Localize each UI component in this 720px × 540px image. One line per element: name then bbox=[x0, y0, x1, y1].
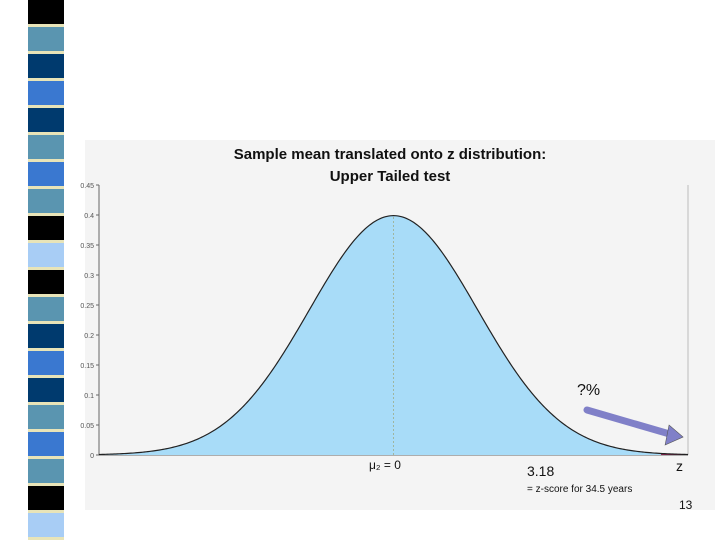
stripe-block bbox=[28, 243, 64, 270]
stripe-separator bbox=[28, 510, 64, 513]
stripe-separator bbox=[28, 24, 64, 27]
y-tick-label: 0.45 bbox=[80, 183, 94, 190]
stripe-separator bbox=[28, 402, 64, 405]
y-tick-label: 0.35 bbox=[80, 243, 94, 250]
stripe-separator bbox=[28, 321, 64, 324]
stripe-separator bbox=[28, 186, 64, 189]
stripe-block bbox=[28, 378, 64, 405]
stripe-block bbox=[28, 432, 64, 459]
stripe-separator bbox=[28, 375, 64, 378]
mean-label: μ₂ = 0 bbox=[369, 458, 401, 472]
stripe-separator bbox=[28, 159, 64, 162]
stripe-block bbox=[28, 216, 64, 243]
stripe-block bbox=[28, 189, 64, 216]
stripe-block bbox=[28, 405, 64, 432]
stripe-block bbox=[28, 459, 64, 486]
stripe-separator bbox=[28, 429, 64, 432]
page-number: 13 bbox=[679, 498, 693, 512]
stripe-block bbox=[28, 54, 64, 81]
acceptance-region-fill bbox=[99, 215, 662, 455]
chart-title: Sample mean translated onto z distributi… bbox=[233, 146, 547, 163]
tail-arrow bbox=[583, 406, 677, 439]
x-axis-label: z bbox=[676, 458, 683, 474]
y-tick-label: 0.3 bbox=[84, 273, 94, 280]
stripe-separator bbox=[28, 267, 64, 270]
y-tick-label: 0.25 bbox=[80, 303, 94, 310]
critical-value-note: = z-score for 34.5 years bbox=[527, 484, 633, 495]
stripe-block bbox=[28, 108, 64, 135]
y-tick-label: 0.4 bbox=[84, 213, 94, 220]
chart-subtitle: Upper Tailed test bbox=[329, 168, 451, 185]
stripe-block bbox=[28, 27, 64, 54]
tail-arrow-head bbox=[664, 424, 684, 446]
normal-curve bbox=[98, 215, 689, 456]
stripe-block bbox=[28, 324, 64, 351]
stripe-block bbox=[28, 486, 64, 513]
stripe-block bbox=[28, 81, 64, 108]
critical-value-label: 3.18 bbox=[527, 463, 555, 479]
decorative-stripe bbox=[28, 0, 64, 540]
y-tick-label: 0.2 bbox=[84, 333, 94, 340]
stripe-separator bbox=[28, 456, 64, 459]
stripe-separator bbox=[28, 51, 64, 54]
stripe-block bbox=[28, 135, 64, 162]
stripe-separator bbox=[28, 132, 64, 135]
y-tick-label: 0 bbox=[90, 453, 94, 460]
stripe-separator bbox=[28, 348, 64, 351]
stripe-separator bbox=[28, 483, 64, 486]
stripe-separator bbox=[28, 537, 64, 540]
y-tick-label: 0.05 bbox=[80, 423, 94, 430]
stripe-separator bbox=[28, 240, 64, 243]
stripe-block bbox=[28, 351, 64, 378]
stripe-separator bbox=[28, 105, 64, 108]
stripe-separator bbox=[28, 78, 64, 81]
tail-area-label: ?% bbox=[577, 382, 601, 399]
stripe-block bbox=[28, 162, 64, 189]
y-tick-label: 0.15 bbox=[80, 363, 94, 370]
stripe-block bbox=[28, 0, 64, 27]
y-tick-label: 0.1 bbox=[84, 393, 94, 400]
stripe-block bbox=[28, 513, 64, 540]
stripe-block bbox=[28, 270, 64, 297]
stripe-block bbox=[28, 297, 64, 324]
stripe-separator bbox=[28, 213, 64, 216]
stripe-separator bbox=[28, 294, 64, 297]
